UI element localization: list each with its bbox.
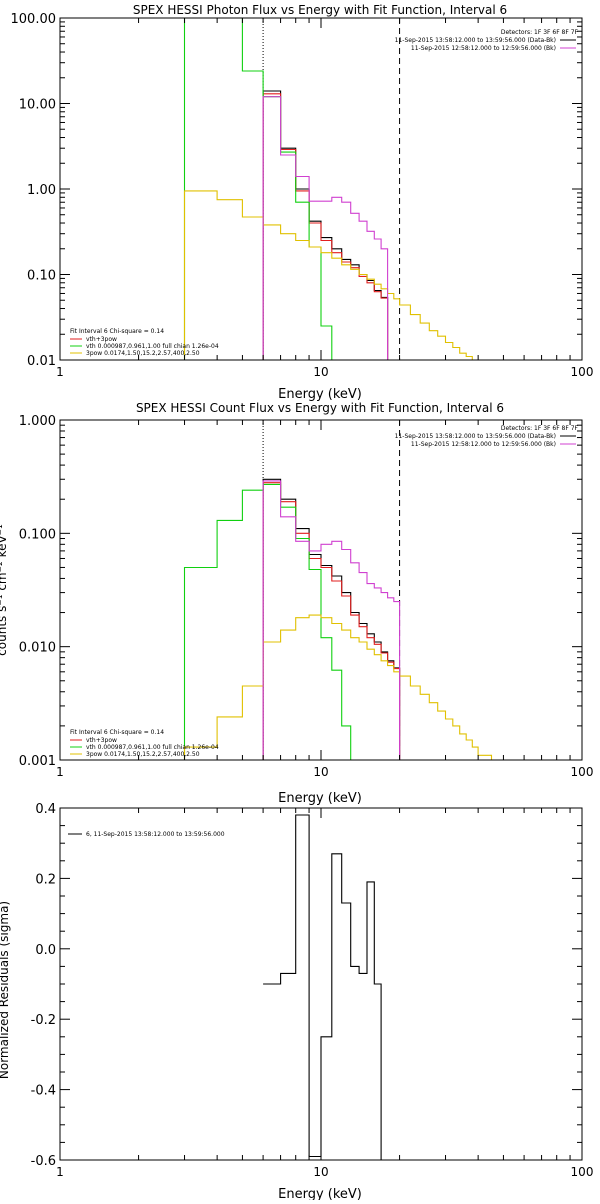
count-flux-legend-power: 3pow 0.0174,1.50,15.2,2.57,400,2.50 — [86, 751, 200, 758]
x-tick-label: 10 — [313, 1165, 328, 1179]
count-flux-series — [183, 478, 504, 761]
count-flux-fit-info: Fit Interval 6 Chi-square = 0.14 — [70, 729, 164, 736]
photon-flux-detectors: Detectors: 1F 3F 6F 8F 7F — [501, 29, 579, 36]
photon-flux-legend-total: vth+3pow — [86, 336, 117, 343]
y-tick-label: 0.01 — [27, 354, 56, 369]
photon-flux-xlabel: Energy (keV) — [278, 387, 362, 402]
residuals-legend: 6, 11-Sep-2015 13:58:12.000 to 13:59:56.… — [86, 831, 225, 838]
count-flux-time-range: 11-Sep-2015 13:58:12.000 to 13:59:56.000… — [395, 433, 556, 440]
x-tick-label: 1 — [56, 1165, 64, 1179]
y-tick-label: -0.6 — [31, 1154, 56, 1169]
photon-flux-panel: SPEX HESSI Photon Flux vs Energy with Fi… — [11, 3, 594, 402]
count-flux-bkg-range: 11-Sep-2015 12:58:12.000 to 12:59:56.000… — [411, 441, 556, 448]
y-tick-label: 0.100 — [19, 527, 56, 542]
photon-flux-legend-vth: vth 0.000987,0.961,1.00 full chian 1.26e… — [86, 343, 219, 350]
x-tick-label: 100 — [571, 1165, 594, 1179]
series-0-total — [262, 93, 389, 360]
y-tick-label: 0.0 — [35, 943, 56, 958]
residuals-xlabel: Energy (keV) — [278, 1187, 362, 1200]
residuals-series — [263, 814, 382, 1160]
series-2-data — [263, 814, 382, 1160]
x-tick-label: 100 — [571, 765, 594, 779]
series-1-vth — [183, 483, 367, 761]
y-tick-label: 1.00 — [27, 183, 56, 198]
count-flux-panel: SPEX HESSI Count Flux vs Energy with Fit… — [0, 401, 593, 806]
x-tick-label: 1 — [56, 765, 64, 779]
photon-flux-vlines — [262, 18, 401, 360]
count-flux-legend-vth: vth 0.000987,0.961,1.00 full chian 1.26e… — [86, 744, 219, 751]
count-flux-vlines — [262, 420, 401, 760]
count-flux-detectors: Detectors: 1F 3F 6F 8F 7F — [501, 425, 579, 432]
series-0-power — [183, 190, 479, 361]
count-flux-legend-total: vth+3pow — [86, 737, 117, 744]
count-flux-title: SPEX HESSI Count Flux vs Energy with Fit… — [136, 401, 504, 415]
photon-flux-legend-power: 3pow 0.0174,1.50,15.2,2.57,400,2.50 — [86, 350, 200, 357]
photon-flux-series — [183, 17, 479, 361]
residuals-panel: Normalized Residuals (sigma) 1 10 100 -0.6 -… — [0, 802, 594, 1202]
y-tick-label: 1.000 — [19, 414, 56, 429]
x-tick-label: 10 — [313, 765, 328, 779]
photon-flux-time-range: 11-Sep-2015 13:58:12.000 to 13:59:56.000… — [395, 37, 556, 44]
photon-flux-bkg-range: 11-Sep-2015 12:58:12.000 to 12:59:56.000… — [411, 45, 556, 52]
x-tick-label: 1 — [56, 365, 64, 379]
y-tick-label: 0.10 — [27, 269, 56, 284]
y-tick-label: 0.2 — [35, 872, 56, 887]
series-0-bkg — [262, 96, 389, 360]
y-tick-label: 0.4 — [35, 802, 56, 817]
y-tick-label: 10.00 — [19, 98, 56, 113]
photon-flux-title: SPEX HESSI Photon Flux vs Energy with Fi… — [133, 3, 507, 17]
series-1-power — [183, 614, 504, 761]
photon-flux-fit-info: Fit Interval 6 Chi-square = 0.14 — [70, 328, 164, 335]
residuals-ylabel: Normalized Residuals (sigma) — [0, 901, 11, 1079]
photon-flux-ticks: 1 10 100 0.01 0.10 1.00 10.00 100.00 — [11, 12, 594, 379]
y-tick-label: -0.4 — [31, 1084, 56, 1099]
series-0-vth — [183, 17, 394, 361]
y-tick-label: 0.001 — [19, 754, 56, 769]
y-tick-label: 0.010 — [19, 641, 56, 656]
x-tick-label: 10 — [313, 365, 328, 379]
series-1-bkg — [262, 480, 401, 760]
count-flux-xlabel: Energy (keV) — [278, 791, 362, 806]
y-tick-label: -0.2 — [31, 1013, 56, 1028]
x-tick-label: 100 — [571, 365, 594, 379]
series-0-data — [262, 90, 389, 360]
count-flux-ylabel: counts s⁻¹ cm⁻² keV⁻¹ — [0, 524, 9, 656]
residuals-ticks: 1 10 100 -0.6 -0.4 -0.2 0.0 0.2 0.4 — [31, 802, 594, 1179]
count-flux-ticks: 1 10 100 0.001 0.010 0.100 1.000 — [19, 414, 594, 779]
y-tick-label: 100.00 — [11, 12, 57, 27]
